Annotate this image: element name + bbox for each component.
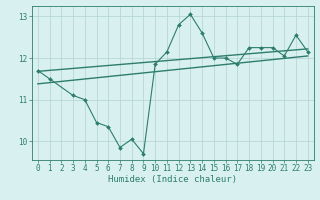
X-axis label: Humidex (Indice chaleur): Humidex (Indice chaleur)	[108, 175, 237, 184]
